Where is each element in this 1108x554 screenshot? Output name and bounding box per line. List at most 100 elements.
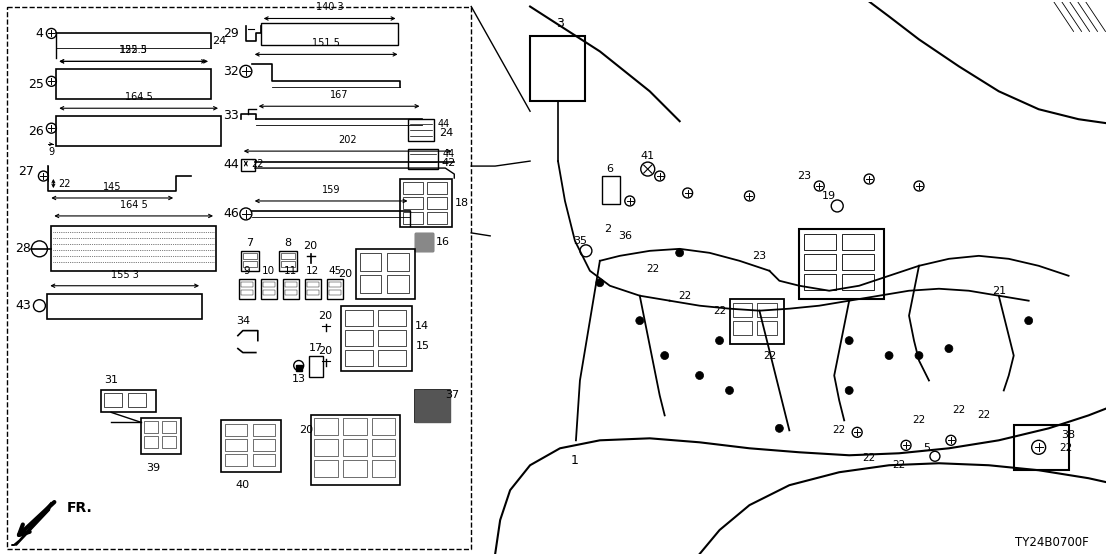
Text: 23: 23 [798,171,811,181]
Bar [129,393,146,407]
Bar [253,424,275,437]
Bar [253,454,275,466]
Text: 20: 20 [319,311,332,321]
Circle shape [636,317,644,325]
Text: 7: 7 [246,238,254,248]
Bar [329,282,340,287]
Bar [842,254,874,270]
Circle shape [885,352,893,360]
Text: 1: 1 [571,454,578,467]
Text: 18: 18 [455,198,470,208]
Bar [280,261,295,267]
Bar [732,302,752,317]
Text: 35: 35 [573,236,587,246]
Bar [842,234,874,250]
Bar [260,23,399,45]
Bar [342,439,367,456]
Text: 22: 22 [912,416,925,425]
Bar [388,275,409,293]
Circle shape [676,249,684,257]
Text: 41: 41 [640,151,655,161]
Bar [732,321,752,335]
Text: 26: 26 [29,125,44,138]
Text: 39: 39 [146,463,161,473]
Bar [240,251,259,271]
Text: 122 5: 122 5 [119,45,146,55]
Text: 22: 22 [1059,443,1073,453]
Circle shape [845,337,853,345]
Bar [260,279,277,299]
Bar [307,290,319,295]
Text: 20: 20 [304,241,318,251]
Bar [327,279,342,299]
Bar [283,279,299,299]
Bar [416,391,450,422]
Bar [220,420,280,472]
Text: TY24B0700F: TY24B0700F [1015,536,1088,548]
Text: 10: 10 [263,266,276,276]
Bar [279,251,297,271]
Text: 36: 36 [618,231,632,241]
Text: 167: 167 [330,90,348,100]
Text: 2: 2 [604,224,612,234]
Bar [240,290,253,295]
Bar [804,234,837,250]
Text: 16: 16 [437,237,450,247]
Bar [225,424,247,437]
Bar [403,212,423,224]
Bar [240,159,255,171]
Bar [253,439,275,452]
Bar [371,418,396,435]
Text: 23: 23 [752,251,767,261]
Bar [428,212,448,224]
Circle shape [716,337,724,345]
Text: 9: 9 [244,266,250,276]
Bar [416,233,433,251]
Text: 164 5: 164 5 [125,93,153,102]
Polygon shape [296,365,301,371]
Bar [243,261,257,267]
Circle shape [845,387,853,394]
Bar [141,418,181,454]
Text: 22: 22 [250,158,264,168]
Text: 22: 22 [892,460,905,470]
Text: 8: 8 [284,238,291,248]
Text: 22: 22 [646,264,659,274]
Bar [162,437,176,448]
Bar [240,282,253,287]
Text: 28: 28 [16,242,31,255]
Text: 12: 12 [306,266,319,276]
Text: 11: 11 [284,266,297,276]
Text: 45: 45 [328,266,341,276]
Circle shape [945,345,953,352]
Text: 159: 159 [321,185,340,195]
Bar [48,294,202,319]
Circle shape [696,372,704,379]
Text: 31: 31 [104,376,119,386]
Text: 29: 29 [223,27,238,40]
Bar [280,253,295,259]
Circle shape [915,352,923,360]
Text: 42: 42 [441,158,455,168]
Bar [359,275,381,293]
Bar [371,460,396,477]
Bar [285,290,297,295]
Bar [57,69,211,99]
Bar [345,350,372,366]
Bar [263,290,275,295]
Circle shape [660,352,669,360]
Text: 202: 202 [338,135,357,145]
Text: 20: 20 [299,425,312,435]
Text: 17: 17 [309,342,322,352]
Text: 145: 145 [103,182,122,192]
Text: 155.3: 155.3 [120,45,147,55]
Bar [379,310,407,326]
Bar [309,356,322,377]
Bar [342,418,367,435]
Bar [729,299,784,343]
Bar [314,418,338,435]
Bar [379,330,407,346]
Bar [285,282,297,287]
Bar [310,416,400,485]
Text: FR.: FR. [66,501,92,515]
